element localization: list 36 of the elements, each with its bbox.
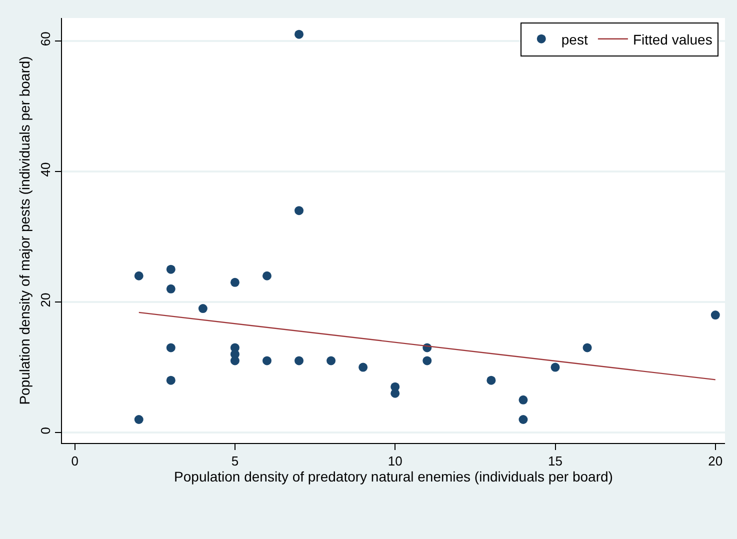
point [486,376,496,385]
y-axis-title: Population density of major pests (individuals per board) [16,56,32,405]
point [166,376,176,385]
point [518,415,528,424]
x-tick-label: 10 [388,454,402,469]
point [294,30,304,39]
y-tick-label: 20 [38,292,53,308]
y-tick-label: 40 [38,162,53,177]
point [166,284,176,294]
point [166,343,176,352]
y-tick-label: 0 [38,426,53,434]
x-axis-title: Population density of predatory natural enemies (individuals per board) [174,468,613,485]
point [230,356,240,366]
legend-label: pest [561,31,588,48]
y-tick-label: 60 [38,32,53,46]
point [134,415,144,424]
point [358,362,368,372]
point [262,356,272,366]
point [166,264,176,274]
legend-label: Fitted values [632,31,712,48]
point [710,310,720,320]
point [326,356,336,366]
point [294,206,304,216]
x-tick-label: 15 [548,454,562,469]
point [262,271,272,280]
point [422,356,432,366]
point [134,271,144,280]
point [198,304,208,314]
point [294,356,304,366]
point [582,343,592,352]
point [230,278,240,287]
point [518,395,528,404]
x-tick-label: 5 [231,454,239,469]
x-tick-label: 0 [71,454,78,469]
x-tick-label: 20 [708,454,723,469]
point [550,362,560,372]
